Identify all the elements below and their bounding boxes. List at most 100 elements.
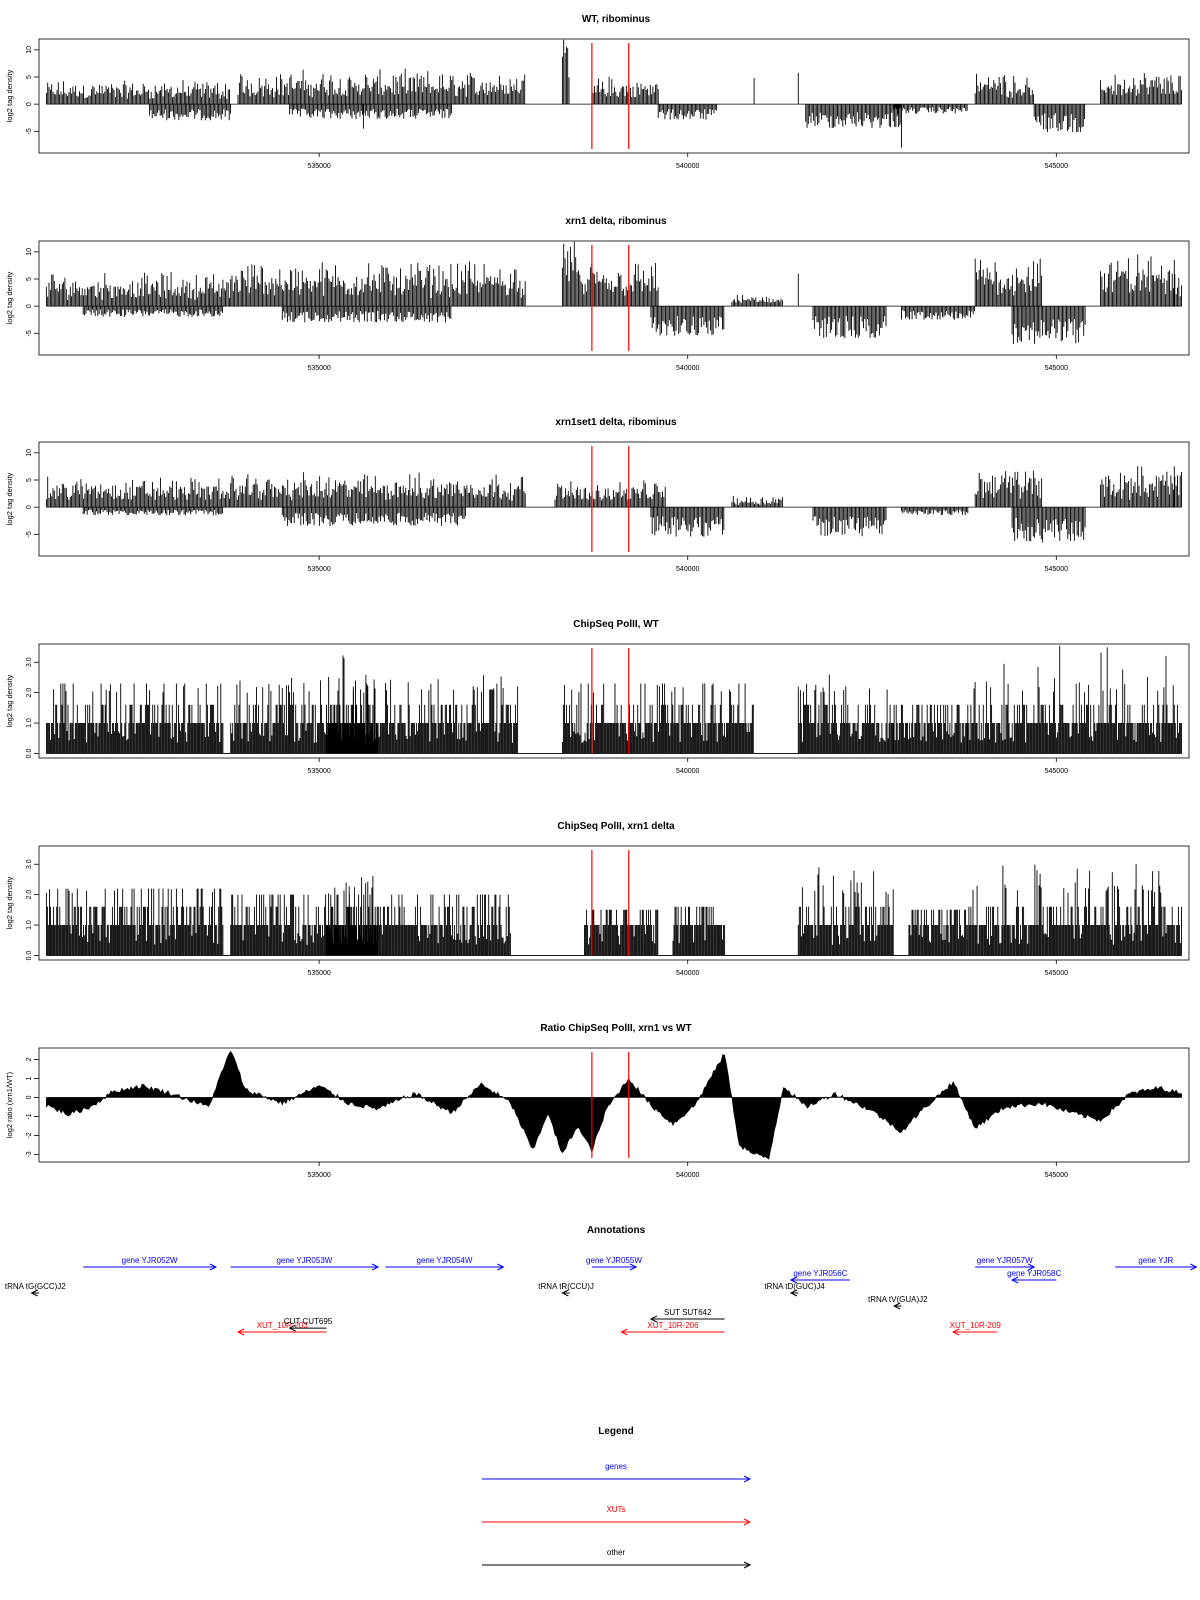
y-tick-label: -5 [26,531,33,537]
panel-title: ChipSeq PolII, WT [573,619,659,630]
annotation-label: tRNA tR(CCU)J [538,1282,594,1291]
x-tick-label: 535000 [307,365,330,372]
plot-frame [38,1047,1190,1163]
y-tick-label: 0 [26,1095,33,1099]
xuts-annotation: XUT_10R-203 [236,1321,327,1336]
x-axis: 535000 540000 545000 [307,758,1068,775]
arrow-head [371,1263,380,1271]
density-bars [45,645,1182,754]
y-tick-label: 0.0 [26,950,33,960]
genes-annotation: gene YJR058C [1007,1269,1061,1284]
legend-item: other [482,1548,752,1569]
y-tick-label: 5 [26,75,33,79]
arrow-head [629,1263,638,1271]
y-tick-label: 2.0 [26,688,33,698]
annotation-label: CUT CUT695 [284,1317,333,1326]
panel-title: WT, ribominus [582,14,651,25]
annotation-label: gene YJR054W [417,1256,473,1265]
x-tick-label: 535000 [307,970,330,977]
y-axis-label: log2 ratio (xrn1/WT) [5,1071,14,1138]
x-axis: 535000 540000 545000 [307,1162,1068,1179]
annotation-label: tRNA tG(GCC)J2 [5,1282,66,1291]
arrow-head [743,1518,752,1526]
arrow-head [951,1328,960,1336]
annotation-label: tRNA tV(GUA)J2 [868,1295,928,1304]
panel-title: xrn1 delta, ribominus [565,216,667,227]
y-tick-label: 10 [26,248,33,256]
arrow-head [649,1315,658,1323]
arrow-head [1010,1276,1019,1284]
annotation-label: gene YJR053W [276,1256,332,1265]
annotation-label: gene YJR055W [586,1256,642,1265]
arrow-head [789,1276,798,1284]
others-annotation: SUT SUT642 [649,1308,725,1323]
y-tick-label: 3.0 [26,859,33,869]
y-axis-label: log2 tag density [5,876,14,929]
y-tick-label: 0 [26,102,33,106]
y-tick-label: 2 [26,1057,33,1061]
y-axis: -5 0 5 10 [26,248,39,336]
panel-title: xrn1set1 delta, ribominus [555,417,677,428]
xuts-annotation: XUT_10R-209 [950,1321,1002,1336]
arrow-head [236,1328,245,1336]
y-tick-label: 10 [26,46,33,54]
panel-6: Ratio ChipSeq PolII, xrn1 vs WT -3 -2 -1 0 1 2… [5,1023,1190,1179]
arrow-head [288,1324,296,1332]
y-tick-label: 0 [26,304,33,308]
genes-annotation: gene YJR055W [586,1256,642,1271]
y-tick-label: 10 [26,449,33,457]
x-tick-label: 540000 [676,566,699,573]
annotations-title: Annotations [587,1225,646,1236]
x-tick-label: 535000 [307,163,330,170]
x-tick-label: 535000 [307,768,330,775]
series-bars [45,466,1182,543]
genes-annotation: gene YJR054W [385,1256,505,1271]
x-tick-label: 545000 [1045,365,1068,372]
y-tick-label: 0 [26,505,33,509]
plot-frame [38,845,1190,961]
y-tick-label: 2.0 [26,890,33,900]
arrow-head [620,1328,628,1336]
y-axis: -5 0 5 10 [26,449,39,537]
xuts-annotation: XUT_10R-206 [620,1321,725,1336]
genes-annotation: gene YJR053W [230,1256,380,1271]
series-bars [45,645,1182,754]
y-tick-label: -3 [26,1151,33,1157]
plot-frame [38,441,1190,557]
arrow-head [561,1289,569,1297]
y-axis-label: log2 tag density [5,674,14,727]
panel-1: WT, ribominus -5 0 5 10 log2 tag density 53500… [5,14,1190,170]
y-tick-label: 1 [26,1076,33,1080]
y-tick-label: -5 [26,128,33,134]
x-tick-label: 535000 [307,1172,330,1179]
annotation-label: XUT_10R-209 [950,1321,1002,1330]
x-tick-label: 540000 [676,970,699,977]
y-axis-label: log2 tag density [5,271,14,324]
y-tick-label: 5 [26,478,33,482]
legend-label: other [607,1548,626,1557]
panel-3: xrn1set1 delta, ribominus -5 0 5 10 log2 tag … [5,417,1190,573]
x-tick-label: 545000 [1045,1172,1068,1179]
x-tick-label: 540000 [676,163,699,170]
x-tick-label: 545000 [1045,970,1068,977]
plot-frame [38,38,1190,154]
annotation-label: XUT_10R-203 [257,1321,309,1330]
plot-frame [38,643,1190,759]
plot-frame [38,240,1190,356]
panel-title: ChipSeq PolII, xrn1 delta [557,821,675,832]
y-axis: 0.0 1.0 2.0 3.0 [26,657,39,758]
panel-2: xrn1 delta, ribominus -5 0 5 10 log2 tag dens… [5,216,1190,372]
annotation-label: SUT SUT642 [664,1308,712,1317]
legend: Legend genes XUTs other [482,1426,752,1569]
y-tick-label: 3.0 [26,657,33,667]
arrow-head [30,1289,38,1297]
arrow-head [497,1263,505,1271]
legend-item: XUTs [482,1505,752,1526]
panel-title: Ratio ChipSeq PolII, xrn1 vs WT [540,1023,691,1034]
arrow-head [893,1302,901,1310]
x-tick-label: 545000 [1045,566,1068,573]
annotation-label: XUT_10R-206 [647,1321,699,1330]
x-tick-label: 545000 [1045,163,1068,170]
legend-item: genes [482,1462,752,1483]
